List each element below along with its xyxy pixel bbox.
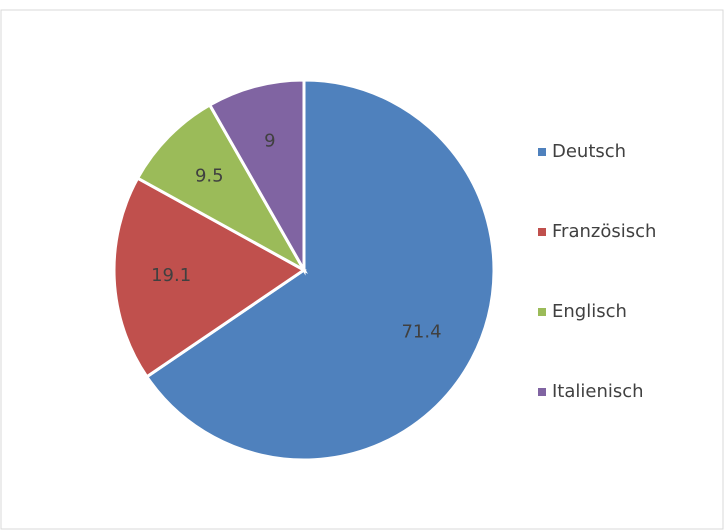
legend-label: Italienisch: [552, 381, 644, 402]
legend-label: Englisch: [552, 301, 627, 322]
data-label: 9.5: [195, 166, 224, 187]
legend-label: Deutsch: [552, 141, 626, 162]
legend-swatch: [538, 228, 546, 236]
pie-slice: [135, 102, 308, 274]
data-label: 9: [264, 130, 275, 151]
pie-slice: [112, 176, 307, 379]
legend-swatch: [538, 388, 546, 396]
data-label: 71.4: [401, 321, 441, 342]
legend-label: Französisch: [552, 221, 656, 242]
pie-slice: [207, 78, 306, 276]
data-label: 19.1: [151, 265, 191, 286]
legend-swatch: [538, 148, 546, 156]
legend-swatch: [538, 308, 546, 316]
pie-slice: [144, 78, 496, 462]
